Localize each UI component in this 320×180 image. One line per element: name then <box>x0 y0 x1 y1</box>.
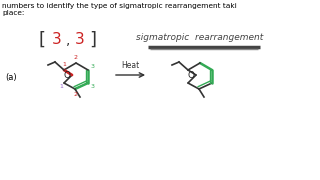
Text: 2: 2 <box>73 55 77 60</box>
Text: numbers to identify the type of sigmatropic rearrangement taki: numbers to identify the type of sigmatro… <box>2 3 237 9</box>
Text: Heat: Heat <box>121 61 139 70</box>
Text: sigmatropic  rearrangement: sigmatropic rearrangement <box>136 33 264 42</box>
Text: 3: 3 <box>52 31 62 46</box>
Text: 3: 3 <box>91 64 95 69</box>
Text: ]: ] <box>90 31 97 49</box>
Text: [: [ <box>38 31 45 49</box>
Text: 1: 1 <box>62 62 66 66</box>
Text: (a): (a) <box>5 73 17 82</box>
Text: O: O <box>188 71 195 80</box>
Text: ,: , <box>66 33 70 47</box>
Text: O: O <box>64 71 71 80</box>
Text: 1: 1 <box>59 84 63 89</box>
Text: 3: 3 <box>91 84 95 89</box>
Text: place:: place: <box>2 10 24 16</box>
Text: 3: 3 <box>75 31 85 46</box>
Text: 2: 2 <box>74 91 78 96</box>
